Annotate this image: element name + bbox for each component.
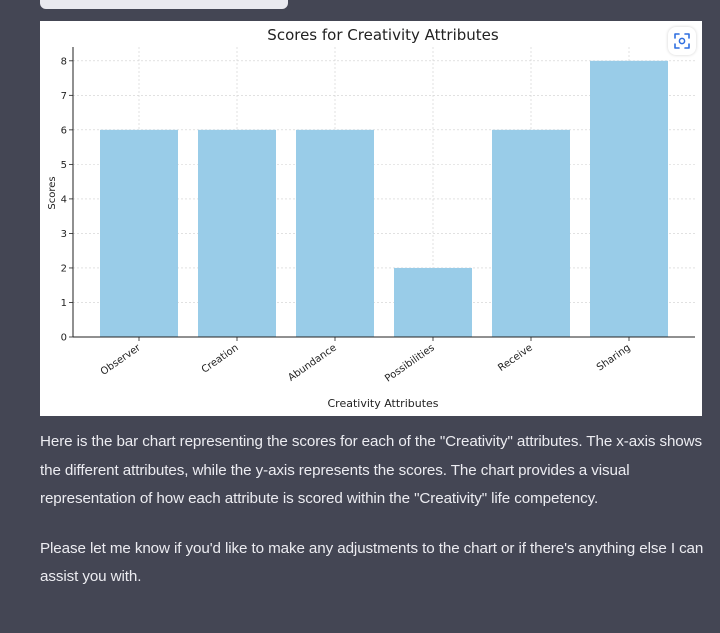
axes (69, 47, 695, 341)
x-tick-label: Creation (200, 342, 241, 375)
bar-receive (492, 129, 570, 337)
x-tick-label: Receive (496, 342, 534, 373)
x-tick-label: Possibilities (383, 342, 437, 384)
previous-message-edge (40, 0, 288, 9)
y-tick-label: 6 (61, 125, 67, 136)
y-tick-label: 4 (61, 194, 67, 205)
bar-observer (100, 129, 178, 337)
x-tick-labels: Observer Creation Abundance Possibilities Re… (99, 342, 633, 385)
assistant-message: Here is the bar chart representing the s… (40, 428, 708, 613)
expand-view-icon (674, 33, 690, 49)
bar-abundance (296, 129, 374, 337)
y-axis-label: Scores (47, 176, 58, 209)
x-tick-label: Observer (99, 342, 144, 378)
y-tick-label: 2 (61, 263, 67, 274)
y-tick-label: 8 (61, 56, 67, 67)
bar-sharing (590, 60, 668, 338)
y-tick-label: 5 (61, 160, 67, 171)
x-axis-label: Creativity Attributes (327, 397, 438, 410)
y-tick-label: 0 (61, 333, 67, 344)
x-tick-label: Sharing (595, 342, 633, 373)
bar-creation (198, 129, 276, 337)
bar-possibilities (394, 267, 472, 337)
y-tick-label: 7 (61, 91, 67, 102)
chart-image: 0 1 2 3 4 5 6 7 8 Observer Creation Abundance Possi… (40, 21, 702, 416)
expand-image-button[interactable] (668, 27, 696, 55)
message-paragraph: Please let me know if you'd like to make… (40, 539, 704, 586)
y-tick-label: 1 (61, 298, 67, 309)
chart-title: Scores for Creativity Attributes (267, 26, 499, 44)
bars (100, 60, 668, 338)
y-tick-label: 3 (61, 229, 67, 240)
bar-chart: 0 1 2 3 4 5 6 7 8 Observer Creation Abundance Possi… (47, 26, 695, 410)
x-tick-label: Abundance (286, 342, 338, 383)
y-tick-labels: 0 1 2 3 4 5 6 7 8 (61, 56, 67, 343)
message-paragraph: Here is the bar chart representing the s… (40, 433, 703, 507)
